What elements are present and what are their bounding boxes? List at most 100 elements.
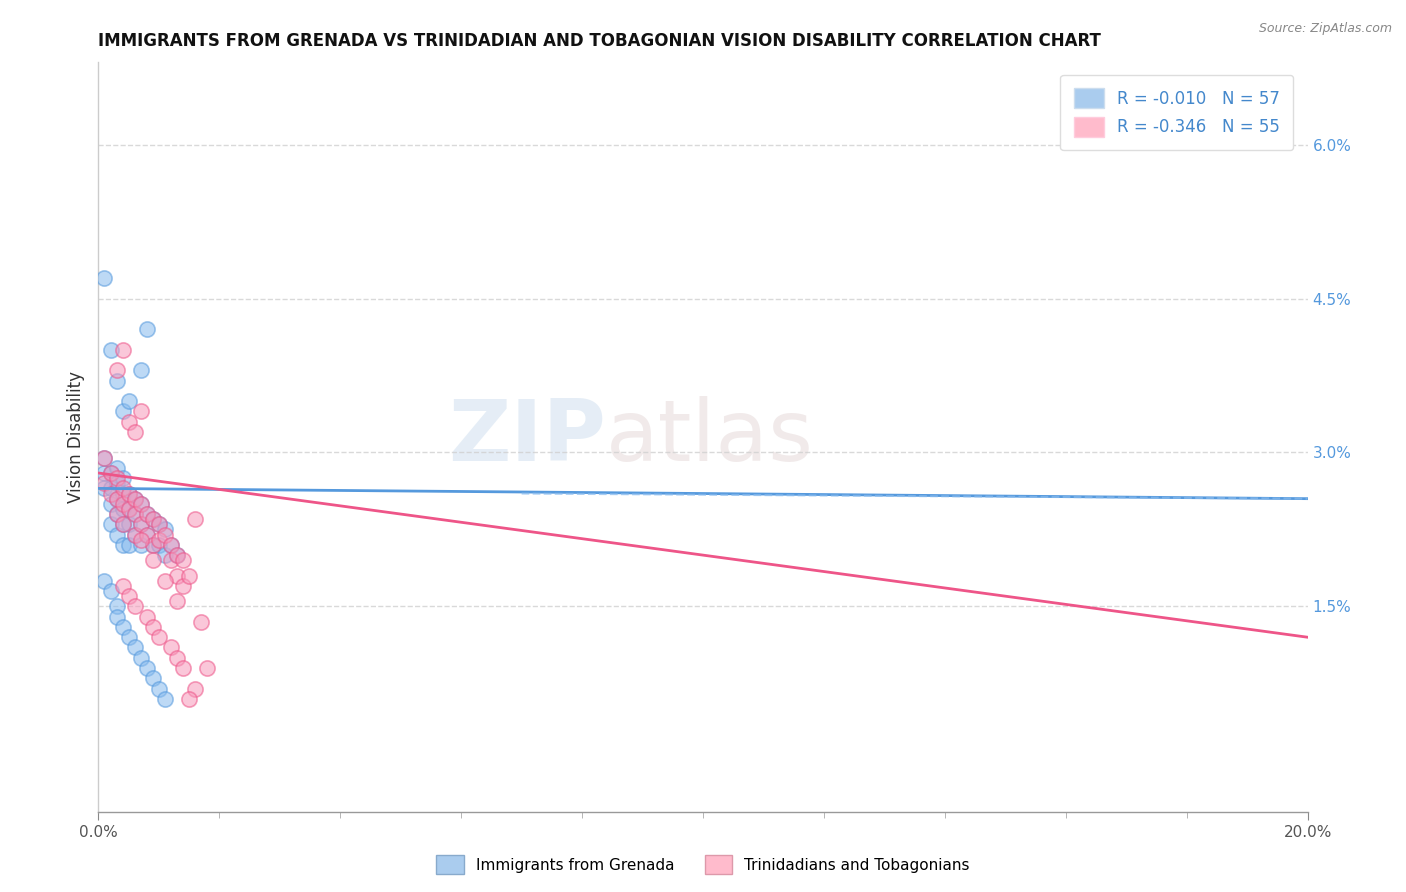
Point (135, 661, 157, 675)
Point (105, 491, 128, 506)
Point (118, 630, 141, 644)
Point (153, 527, 176, 541)
Point (153, 523, 176, 537)
Legend: Immigrants from Grenada, Trinidadians and Tobagonians: Immigrants from Grenada, Trinidadians an… (430, 849, 976, 880)
Point (148, 517, 170, 532)
Point (129, 497, 152, 511)
Point (172, 579, 194, 593)
Point (118, 486, 141, 500)
Point (148, 517, 170, 532)
Point (142, 512, 165, 526)
Point (166, 650, 188, 665)
Point (148, 533, 170, 547)
Point (118, 517, 141, 532)
Point (93, 482, 115, 496)
Text: IMMIGRANTS FROM GRENADA VS TRINIDADIAN AND TOBAGONIAN VISION DISABILITY CORRELAT: IMMIGRANTS FROM GRENADA VS TRINIDADIAN A… (98, 32, 1101, 50)
Point (135, 609, 157, 624)
Point (135, 507, 157, 521)
Point (105, 507, 128, 521)
Point (111, 486, 134, 500)
Point (118, 394, 141, 409)
Point (160, 538, 183, 552)
Point (105, 507, 128, 521)
Point (105, 461, 128, 475)
Point (100, 466, 122, 480)
Point (100, 497, 122, 511)
Point (184, 681, 207, 696)
Point (135, 507, 157, 521)
Point (160, 538, 183, 552)
Point (100, 486, 122, 500)
Point (105, 527, 128, 541)
Point (105, 476, 128, 491)
Point (172, 553, 194, 567)
Point (124, 507, 146, 521)
Point (129, 517, 152, 532)
Point (153, 548, 176, 562)
Point (153, 574, 176, 588)
Point (93, 450, 115, 465)
Point (111, 471, 134, 485)
Point (111, 517, 134, 532)
Point (129, 650, 152, 665)
Point (148, 681, 170, 696)
Point (166, 548, 188, 562)
Legend: R = -0.010   N = 57, R = -0.346   N = 55: R = -0.010 N = 57, R = -0.346 N = 55 (1060, 75, 1294, 150)
Point (100, 584, 122, 599)
Point (142, 512, 165, 526)
Point (129, 538, 152, 552)
Point (124, 527, 146, 541)
Point (160, 553, 183, 567)
Point (105, 599, 128, 614)
Point (129, 363, 152, 377)
Y-axis label: Vision Disability: Vision Disability (66, 371, 84, 503)
Point (118, 415, 141, 429)
Point (105, 374, 128, 388)
Point (124, 527, 146, 541)
Point (160, 640, 183, 655)
Point (129, 497, 152, 511)
Point (93, 271, 115, 285)
Point (111, 620, 134, 634)
Point (148, 538, 170, 552)
Point (179, 568, 201, 582)
Point (124, 491, 146, 506)
Point (111, 579, 134, 593)
Point (129, 404, 152, 418)
Text: Source: ZipAtlas.com: Source: ZipAtlas.com (1258, 22, 1392, 36)
Point (105, 363, 128, 377)
Point (111, 404, 134, 418)
Point (118, 502, 141, 516)
Point (129, 517, 152, 532)
Point (93, 574, 115, 588)
Point (142, 671, 165, 685)
Point (166, 548, 188, 562)
Point (124, 599, 146, 614)
Point (93, 476, 115, 491)
Point (118, 502, 141, 516)
Point (166, 594, 188, 608)
Point (135, 527, 157, 541)
Point (100, 466, 122, 480)
Point (105, 491, 128, 506)
Point (124, 507, 146, 521)
Point (118, 486, 141, 500)
Point (142, 553, 165, 567)
Point (105, 471, 128, 485)
Point (124, 491, 146, 506)
Text: atlas: atlas (606, 395, 814, 479)
Point (135, 527, 157, 541)
Point (118, 538, 141, 552)
Point (172, 661, 194, 675)
Point (111, 517, 134, 532)
Point (142, 538, 165, 552)
Point (142, 620, 165, 634)
Point (135, 322, 157, 336)
Text: ZIP: ZIP (449, 395, 606, 479)
Point (124, 640, 146, 655)
Point (100, 517, 122, 532)
Point (100, 482, 122, 496)
Point (111, 538, 134, 552)
Point (93, 466, 115, 480)
Point (184, 512, 207, 526)
